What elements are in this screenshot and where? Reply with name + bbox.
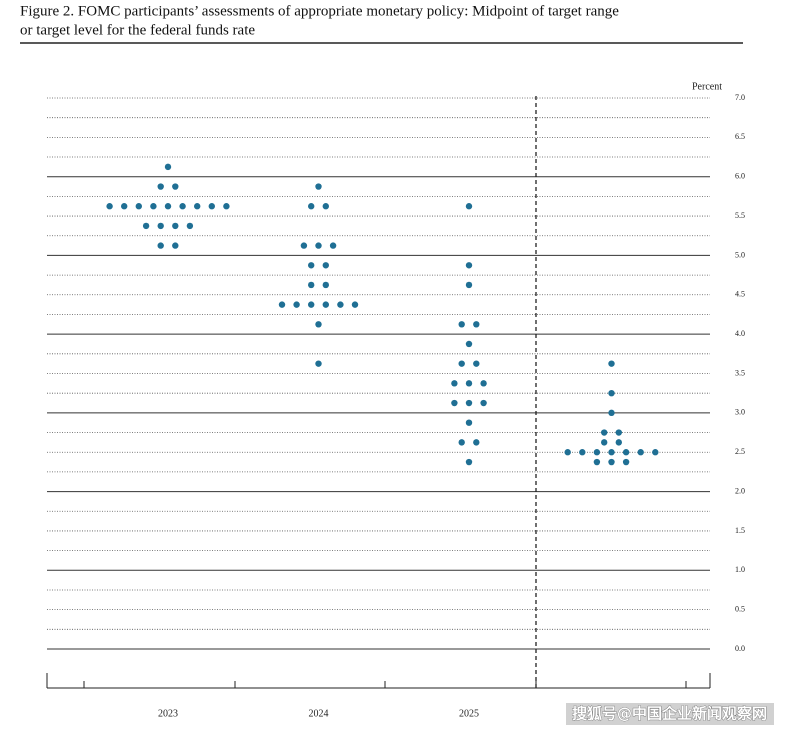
y-tick-label: 4.5: [735, 290, 745, 299]
dot: [351, 301, 359, 308]
dot: [223, 203, 230, 210]
dot: [179, 203, 186, 210]
dot: [308, 262, 315, 269]
dot: [458, 360, 465, 367]
dot: [150, 203, 157, 210]
dot: [458, 439, 465, 446]
dot: [465, 399, 473, 407]
dot: [293, 301, 300, 308]
dot: [608, 360, 615, 367]
dot: [315, 242, 322, 249]
dot: [652, 449, 659, 456]
dot: [300, 242, 308, 249]
chart-title: or target level for the federal funds ra…: [20, 22, 255, 38]
y-tick-label: 1.5: [735, 526, 745, 535]
x-tick-label: 2023: [158, 708, 178, 719]
dot: [172, 183, 179, 190]
dot: [157, 222, 164, 230]
dot: [622, 449, 630, 456]
dot: [480, 399, 487, 407]
y-tick-label: 0.0: [735, 644, 745, 653]
dot: [315, 360, 322, 367]
dot: [622, 458, 630, 466]
dot: [465, 458, 473, 466]
dot: [451, 380, 458, 387]
dot: [615, 429, 622, 436]
dot: [465, 340, 473, 348]
y-tick-label: 2.5: [735, 447, 745, 456]
x-axis-ticks: [46, 673, 711, 688]
dot: [337, 301, 344, 308]
dot: [278, 301, 286, 308]
dot: [473, 439, 480, 446]
dot: [579, 449, 586, 456]
dot: [593, 449, 601, 456]
dot: [308, 203, 315, 210]
dot: [608, 389, 615, 397]
y-tick-label: 3.5: [735, 368, 745, 377]
dot: [564, 449, 571, 456]
dot: [157, 183, 164, 190]
dot: [142, 222, 150, 230]
dot: [308, 281, 315, 289]
dot: [186, 222, 194, 230]
dot: [465, 203, 473, 210]
dot: [329, 242, 337, 249]
y-tick-label: 2.0: [735, 486, 745, 495]
dot: [473, 321, 480, 328]
dot: [465, 262, 473, 269]
chart-title: Figure 2. FOMC participants’ assessments…: [20, 3, 619, 19]
dot: [465, 419, 473, 426]
dot: [473, 360, 480, 367]
watermark-bg: [566, 703, 774, 725]
dot: [194, 203, 201, 210]
dot: [451, 399, 458, 407]
y-tick-label: 6.0: [735, 172, 745, 181]
y-tick-label: 4.0: [735, 329, 745, 338]
dot: [308, 301, 315, 308]
dot: [106, 203, 113, 210]
dot: [172, 242, 179, 249]
dot: [322, 262, 329, 269]
dot: [615, 439, 622, 446]
dot: [172, 222, 179, 230]
y-tick-label: 3.0: [735, 408, 745, 417]
dot: [601, 429, 608, 436]
dot: [458, 321, 465, 328]
dot: [593, 458, 601, 466]
y-tick-label: 1.0: [735, 565, 745, 574]
y-tick-label: 5.0: [735, 250, 745, 259]
dot: [608, 409, 615, 417]
y-tick-label: 7.0: [735, 93, 745, 102]
dot: [601, 439, 608, 446]
x-tick-label: 2024: [309, 708, 329, 719]
dot: [315, 321, 322, 328]
dot: [637, 449, 644, 456]
watermark: 搜狐号@中国企业新闻观察网: [572, 705, 767, 723]
dot: [164, 203, 172, 210]
y-tick-label: 6.5: [735, 132, 745, 141]
y-tick-label: 0.5: [735, 604, 745, 613]
y-tick-label: 5.5: [735, 211, 745, 220]
dot: [465, 380, 473, 387]
dot: [608, 458, 615, 466]
dot: [164, 163, 172, 171]
dot: [322, 203, 329, 210]
dot: [315, 183, 322, 190]
dot: [157, 242, 164, 249]
dot: [208, 203, 215, 210]
dot: [465, 281, 473, 289]
dot: [480, 380, 487, 387]
dot: [322, 301, 329, 308]
dot: [121, 203, 128, 210]
x-tick-label: 2025: [459, 708, 479, 719]
dot: [135, 203, 142, 210]
dot: [608, 449, 615, 456]
y-axis-label: Percent: [692, 81, 722, 92]
dot: [322, 281, 329, 289]
